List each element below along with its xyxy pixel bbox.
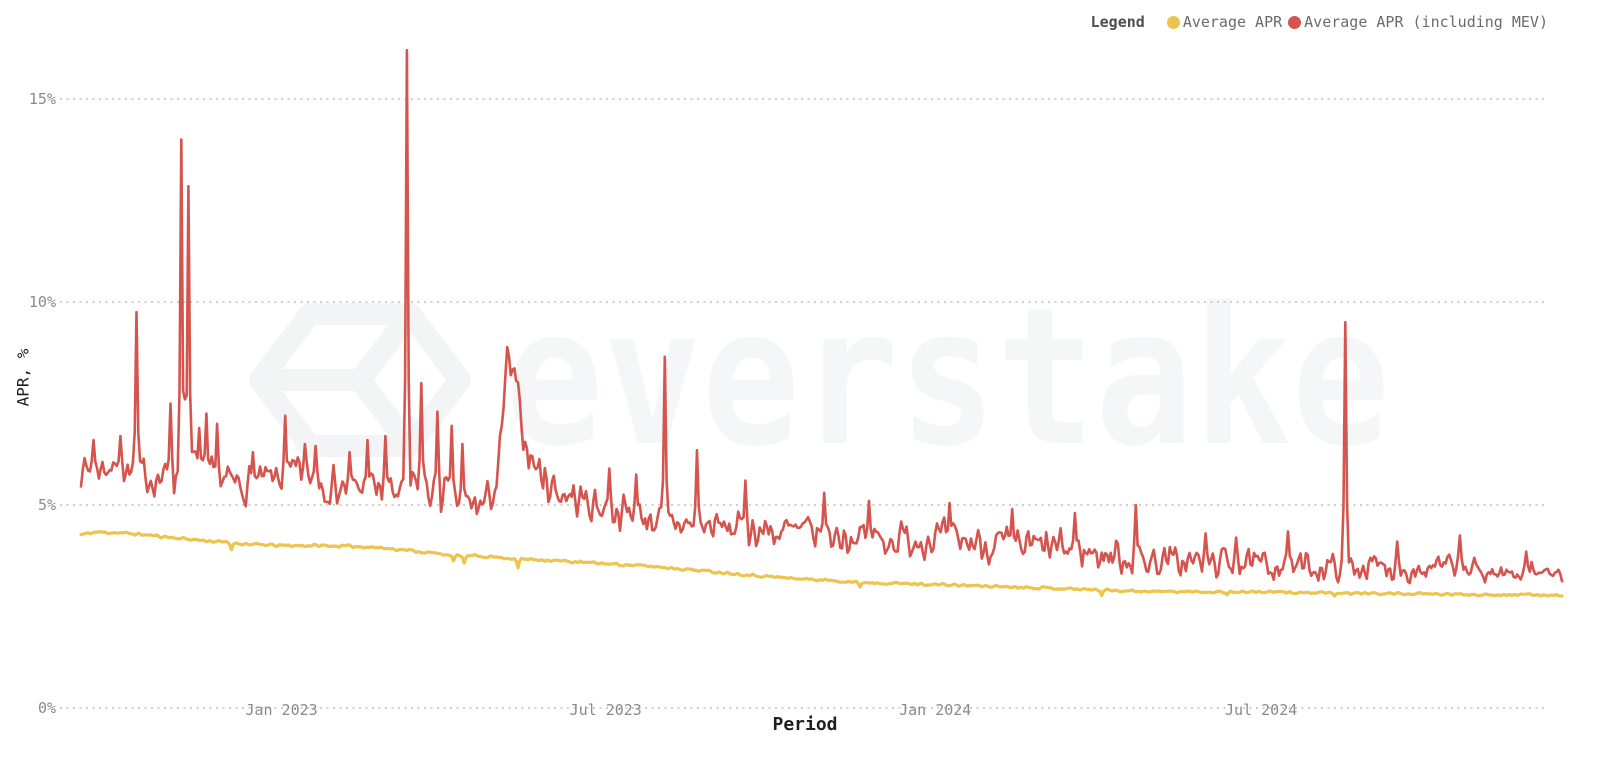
watermark: everstake [249, 267, 1390, 488]
watermark-text: everstake [505, 267, 1390, 488]
y-tick-label: 10% [28, 293, 56, 311]
series-line-average-apr [79, 530, 1564, 598]
legend-item-label: Average APR (including MEV) [1304, 13, 1548, 31]
legend-item-average-apr-mev[interactable]: Average APR (including MEV) [1288, 13, 1548, 31]
x-tick-label: Jan 2024 [899, 701, 972, 719]
chart-legend: Legend Average APR Average APR (includin… [1091, 12, 1548, 32]
legend-item-average-apr[interactable]: Average APR [1166, 13, 1283, 31]
x-tick-label: Jul 2024 [1225, 701, 1298, 719]
everstake-cube-icon [249, 303, 471, 457]
x-axis-title: Period [772, 714, 838, 735]
series-lines [79, 49, 1564, 598]
x-tick-label: Jan 2023 [245, 701, 318, 719]
y-axis-title: APR, % [13, 348, 33, 407]
average-apr-color-dot-icon [1166, 15, 1180, 29]
y-tick-label: 5% [37, 496, 56, 514]
y-tick-label: 15% [28, 90, 56, 108]
legend-title: Legend [1090, 13, 1145, 31]
series-line-average-apr-including-mev [79, 49, 1564, 585]
x-tick-label: Jul 2023 [569, 701, 642, 719]
average-apr-mev-color-dot-icon [1288, 15, 1302, 29]
y-tick-label: 0% [37, 699, 56, 717]
gridlines [60, 98, 1548, 709]
legend-item-label: Average APR [1182, 13, 1283, 31]
